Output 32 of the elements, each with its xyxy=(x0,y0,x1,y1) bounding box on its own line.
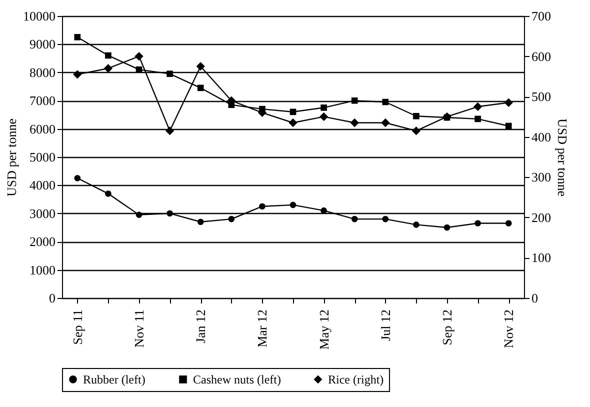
x-tick-label: Jan 12 xyxy=(193,310,208,344)
y-tick-label: 7000 xyxy=(30,93,56,108)
y-tick-label: 6000 xyxy=(30,121,56,136)
y2-tick-label: 400 xyxy=(532,129,551,144)
x-tick-label: Mar 12 xyxy=(254,310,270,348)
y-tick-label: 10000 xyxy=(23,8,56,24)
y2-tick-label: 0 xyxy=(532,290,538,306)
legend-label: Rubber (left) xyxy=(83,372,146,386)
y-tick-label: 2000 xyxy=(30,234,56,250)
y-tick-label: 0 xyxy=(49,290,56,306)
y2-tick-label: 500 xyxy=(532,89,551,104)
legend-label: Cashew nuts (left) xyxy=(193,372,281,386)
x-tick-label: Sep 12 xyxy=(440,310,454,346)
x-tick-label: May 12 xyxy=(316,310,332,350)
x-tick-label: Sep 11 xyxy=(70,310,85,345)
legend-label: Rice (right) xyxy=(328,372,384,386)
y2-tick-label: 100 xyxy=(532,250,551,266)
x-tick-label: Nov 11 xyxy=(132,310,146,348)
y2-tick-label: 700 xyxy=(532,8,551,24)
y-tick-label: 9000 xyxy=(30,36,56,52)
y2-tick-label: 200 xyxy=(532,210,551,225)
y-tick-label: 3000 xyxy=(30,206,56,221)
y-tick-label: 4000 xyxy=(30,178,56,193)
y2-tick-label: 300 xyxy=(532,170,551,185)
y-tick-label: 1000 xyxy=(30,262,56,278)
y2-tick-label: 600 xyxy=(532,48,551,64)
y-tick-label: 8000 xyxy=(30,64,56,80)
x-tick-label: Nov 12 xyxy=(501,310,516,348)
x-tick-label: Jul 12 xyxy=(378,310,393,341)
y-axis-title: USD per tonne xyxy=(4,118,19,196)
y-tick-label: 5000 xyxy=(30,150,56,164)
y2-axis-title: USD per tonne xyxy=(555,118,570,197)
